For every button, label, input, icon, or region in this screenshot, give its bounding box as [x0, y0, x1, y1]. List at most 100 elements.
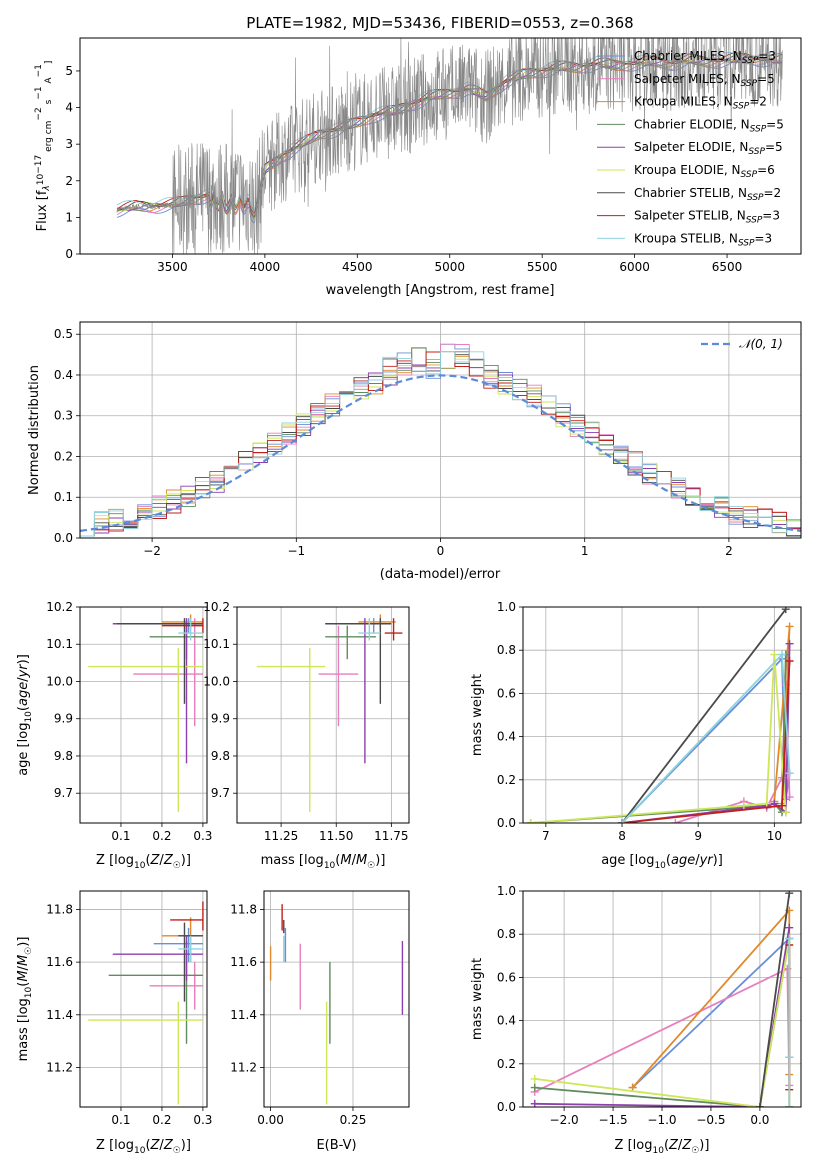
y-tick-label: 11.8: [46, 902, 73, 916]
legend-nssp: =5: [765, 140, 783, 154]
axis-label-part: log: [114, 853, 134, 868]
y-tick-label: 0.4: [497, 1014, 516, 1028]
axis-label-part: (: [16, 982, 31, 987]
x-axis-label: Z [log10(Z/Z☉)]: [96, 1138, 191, 1156]
y-tick-label: 3: [65, 137, 73, 151]
x-tick-label: 0.00: [257, 1113, 284, 1127]
axis-label-part: /: [159, 1138, 164, 1153]
axis-label-part: M: [356, 853, 367, 868]
axis-label-part: age [: [16, 742, 31, 775]
y-axis-label-part: A: [44, 77, 54, 87]
data-point-marker: [785, 769, 794, 778]
axis-label-part: age: [671, 853, 695, 868]
legend-name: Kroupa MILES: [634, 95, 716, 109]
legend-nssp-sub: SSP: [738, 238, 755, 248]
legend-name: Salpeter ELODIE: [634, 140, 732, 154]
data-point-marker: [785, 1053, 794, 1062]
figure-title: PLATE=1982, MJD=53436, FIBERID=0553, z=0…: [246, 14, 633, 32]
y-tick-label: 0.2: [497, 773, 516, 787]
x-tick-label: 4000: [250, 260, 281, 274]
x-axis-label: age [log10(age/yr)]: [601, 853, 723, 871]
axis-label-part: (: [666, 853, 671, 868]
mass-weight-line: [759, 893, 791, 1107]
y-axis-label-part: −2: [34, 107, 44, 120]
y-axis-label-part: 10: [36, 174, 46, 186]
axis-label-part: )]: [16, 654, 31, 664]
data-point-marker: [530, 1074, 539, 1083]
y-tick-label: 9.8: [211, 749, 230, 763]
legend-entry: Kroupa MILES, NSSP=2: [634, 95, 767, 112]
x-axis-label: wavelength [Angstrom, rest frame]: [326, 283, 555, 298]
y-axis-label-part: −1: [34, 64, 44, 77]
legend-nssp-prefix: , N: [716, 95, 733, 109]
y-tick-label: 10.1: [203, 637, 230, 651]
x-tick-label: 0.1: [111, 1113, 130, 1127]
panel-mass-vs-Z: 0.1 0.2 0.311.211.411.611.8Z [log10(Z/Z☉)]…: [16, 890, 212, 1156]
y-axis-label: mass [log10(M/M☉)]: [16, 937, 34, 1062]
legend-name: Salpeter STELIB: [634, 209, 729, 223]
axis-label-part: (: [335, 853, 340, 868]
y-tick-label: 1.0: [497, 600, 516, 614]
x-tick-label: 0.25: [340, 1113, 367, 1127]
y-axis-label-part: Flux [f: [35, 190, 50, 231]
x-tick-label: 5000: [434, 260, 465, 274]
axis-label-part: /: [16, 677, 31, 682]
x-axis-label: (data-model)/error: [380, 567, 501, 582]
y-tick-label: 10.1: [46, 637, 73, 651]
legend-entry: Salpeter MILES, NSSP=5: [634, 72, 775, 89]
legend-name: Salpeter MILES: [634, 72, 724, 86]
residual-histogram: [80, 351, 801, 537]
panel-mass-vs-EBV: 0.00 0.25 11.2 11.4 11.6 11.8 E(B-V): [230, 890, 410, 1153]
panel-age-vs-Z: 0.1 0.2 0.39.79.89.910.010.110.2Z [log10(Z…: [16, 600, 212, 871]
axis-label-part: )]: [181, 853, 191, 868]
y-tick-label: 10.2: [46, 600, 73, 614]
y-tick-label: 1: [65, 210, 73, 224]
x-tick-label: 6000: [619, 260, 650, 274]
y-axis-label-part: −1: [34, 86, 44, 99]
y-tick-label: 0.8: [497, 643, 516, 657]
axis-label-part: ☉: [173, 1146, 181, 1156]
legend-nssp: =5: [766, 117, 784, 131]
axis-label-part: (: [16, 706, 31, 711]
x-tick-label: 0.1: [111, 829, 130, 843]
axis-label-part: )]: [16, 937, 31, 947]
axis-label-part: age [: [601, 853, 634, 868]
axis-label-part: Z: [163, 853, 174, 868]
axis-label-part: 10: [652, 1146, 664, 1156]
x-tick-label: 0.2: [152, 1113, 171, 1127]
y-tick-label: 10.0: [203, 674, 230, 688]
x-tick-label: 3500: [157, 260, 188, 274]
y-tick-label: 10.2: [203, 600, 230, 614]
axis-label-part: 10: [324, 861, 336, 871]
y-tick-label: 9.7: [54, 786, 73, 800]
y-tick-label: 0.1: [54, 490, 73, 504]
axis-label-part: Z: [668, 1138, 679, 1153]
x-axis-label: E(B-V): [316, 1138, 356, 1153]
data-point-marker: [785, 923, 794, 932]
y-tick-label: 9.7: [211, 786, 230, 800]
y-tick-label: 0.2: [497, 1057, 516, 1071]
axis-label-part: age: [16, 682, 31, 706]
x-axis-label: mass [log10(M/M☉)]: [261, 853, 386, 871]
axis-label-part: /: [352, 853, 357, 868]
axes-frame: [263, 890, 410, 1108]
data-point-marker: [785, 891, 794, 898]
data-point-marker: [785, 934, 794, 943]
axis-label-part: 10: [134, 861, 146, 871]
x-tick-label: −2: [143, 544, 161, 558]
y-tick-label: 11.6: [230, 955, 257, 969]
axis-label-part: Z [: [96, 1138, 114, 1153]
axis-label-part: M: [340, 853, 351, 868]
legend-name: Chabrier STELIB: [634, 186, 730, 200]
x-tick-label: 9: [694, 829, 702, 843]
x-tick-label: 11.75: [374, 829, 408, 843]
legend-nssp: =2: [749, 95, 767, 109]
legend-entry: 𝒩(0, 1): [739, 337, 783, 351]
y-tick-label: 11.8: [230, 902, 257, 916]
legend-nssp: =5: [757, 72, 775, 86]
axis-label-part: log: [304, 853, 324, 868]
y-tick-label: 4: [65, 101, 73, 115]
y-axis-label-part: −17: [34, 155, 44, 174]
legend-entry: Salpeter ELODIE, NSSP=5: [634, 140, 783, 157]
legend-name: Chabrier ELODIE: [634, 117, 733, 131]
